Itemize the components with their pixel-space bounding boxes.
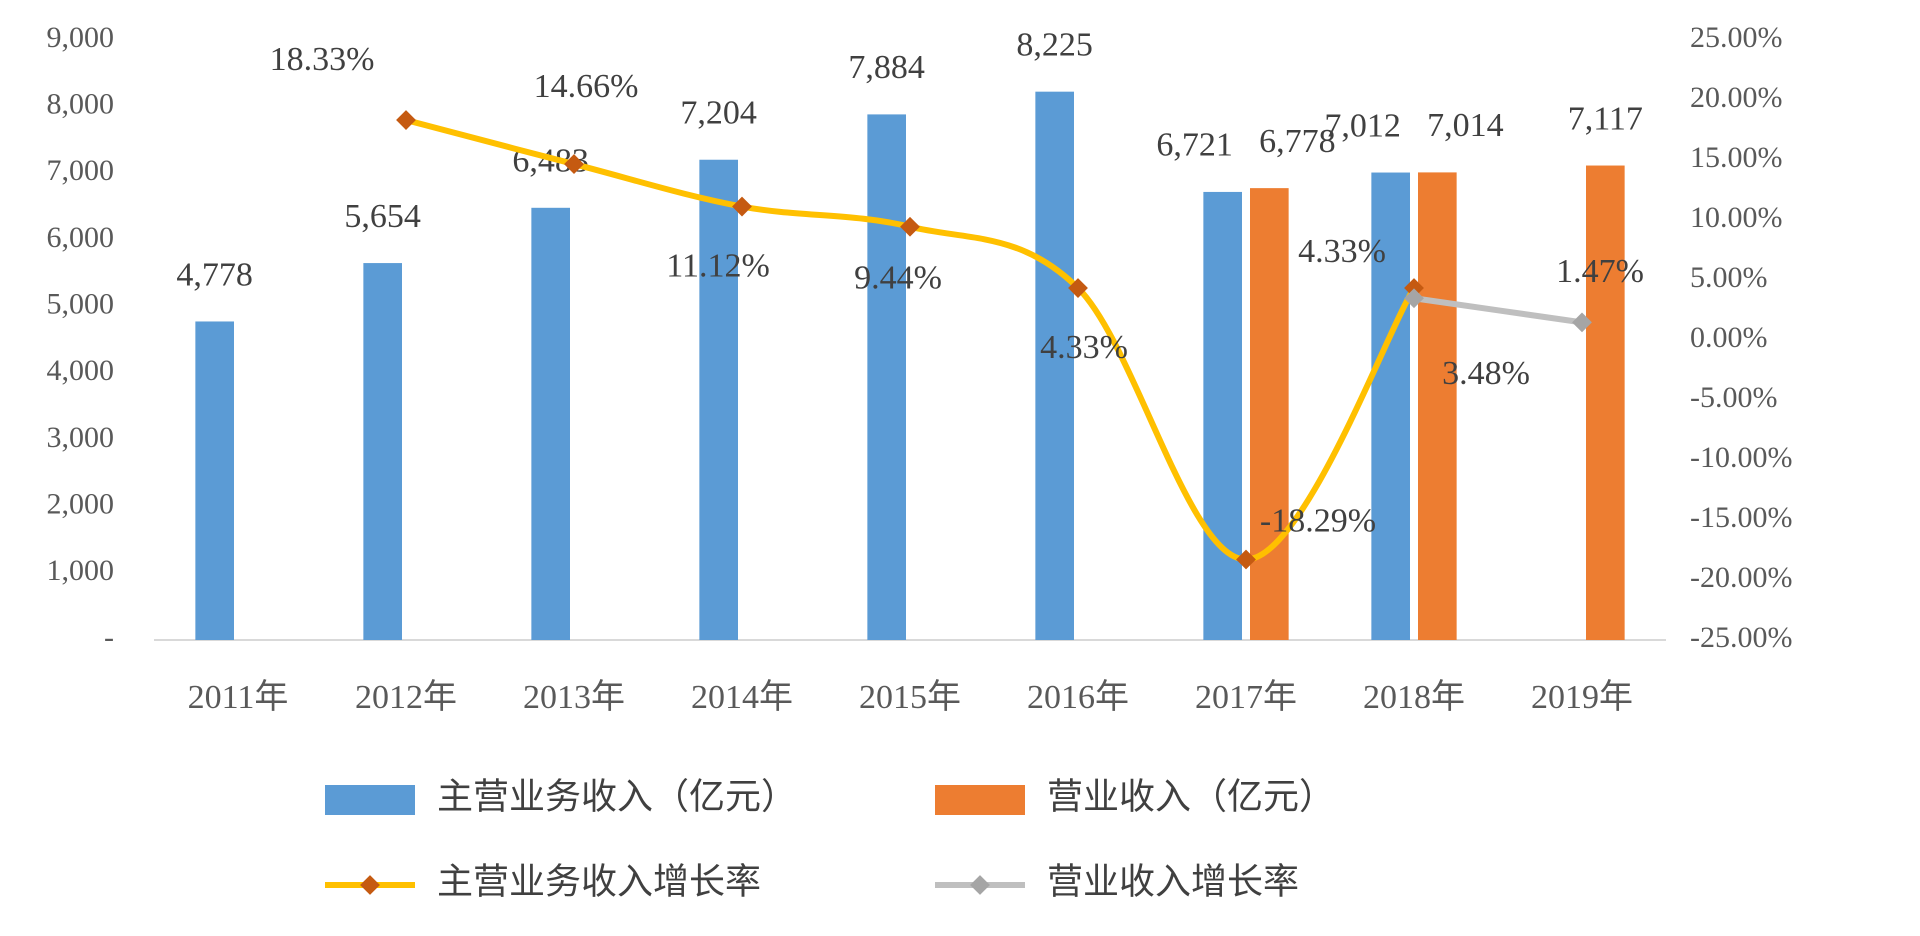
y2-tick-label: -20.00% bbox=[1690, 561, 1792, 594]
value-label: 4.33% bbox=[1040, 329, 1128, 366]
x-tick-label: 2017年 bbox=[1195, 678, 1297, 716]
x-tick-label: 2016年 bbox=[1027, 678, 1129, 716]
legend-label: 营业收入增长率 bbox=[1047, 861, 1299, 901]
y-tick-label: 7,000 bbox=[47, 154, 115, 187]
bar bbox=[1371, 172, 1410, 641]
line-marker bbox=[1404, 278, 1424, 298]
value-label: 1.47% bbox=[1556, 253, 1644, 290]
line-marker bbox=[396, 110, 416, 130]
y-tick-label: 1,000 bbox=[47, 554, 115, 587]
value-label: 7,117 bbox=[1568, 100, 1643, 137]
legend-swatch bbox=[935, 785, 1025, 815]
y-tick-label: 9,000 bbox=[47, 21, 115, 54]
value-label: 3.48% bbox=[1442, 355, 1530, 392]
value-label: 4,778 bbox=[176, 256, 253, 293]
y2-tick-label: 15.00% bbox=[1690, 141, 1783, 174]
y-tick-label: - bbox=[104, 621, 114, 654]
bar bbox=[531, 207, 570, 641]
value-label: 18.33% bbox=[270, 41, 375, 78]
legend-label: 营业收入（亿元） bbox=[1047, 776, 1335, 816]
x-tick-label: 2014年 bbox=[691, 678, 793, 716]
y-tick-label: 2,000 bbox=[47, 488, 115, 521]
value-label: 7,014 bbox=[1427, 107, 1504, 144]
y-tick-label: 5,000 bbox=[47, 288, 115, 321]
x-tick-label: 2018年 bbox=[1363, 678, 1465, 716]
value-label: 14.66% bbox=[534, 68, 639, 105]
line-marker bbox=[1068, 278, 1088, 298]
value-label: 7,204 bbox=[680, 95, 757, 132]
legend-marker bbox=[970, 875, 990, 895]
y-tick-label: 4,000 bbox=[47, 354, 115, 387]
legend-marker bbox=[360, 875, 380, 895]
y2-tick-label: 25.00% bbox=[1690, 21, 1783, 54]
bar bbox=[1250, 188, 1289, 640]
x-tick-label: 2019年 bbox=[1531, 678, 1633, 716]
bar bbox=[699, 159, 738, 640]
line-marker bbox=[1404, 288, 1424, 309]
bar bbox=[867, 114, 906, 640]
y2-tick-label: 0.00% bbox=[1690, 321, 1768, 354]
value-label: 7,884 bbox=[848, 49, 925, 86]
legend-label: 主营业务收入增长率 bbox=[437, 861, 761, 901]
y-tick-label: 8,000 bbox=[47, 88, 115, 121]
y-tick-label: 6,000 bbox=[47, 221, 115, 254]
y2-tick-label: 10.00% bbox=[1690, 201, 1783, 234]
bar bbox=[363, 263, 402, 640]
bar bbox=[1035, 91, 1074, 640]
value-label: 6,778 bbox=[1259, 123, 1336, 160]
x-tick-label: 2015年 bbox=[859, 678, 961, 716]
bar bbox=[1203, 191, 1242, 640]
bar bbox=[195, 321, 234, 640]
y2-tick-label: -15.00% bbox=[1690, 501, 1792, 534]
bar bbox=[1418, 172, 1457, 640]
value-label: 9.44% bbox=[854, 260, 942, 297]
value-label: 5,654 bbox=[344, 198, 421, 235]
value-label: 11.12% bbox=[666, 247, 770, 284]
bar bbox=[1586, 165, 1625, 641]
y2-tick-label: 5.00% bbox=[1690, 261, 1768, 294]
x-tick-label: 2013年 bbox=[523, 678, 625, 716]
line bbox=[405, 117, 1417, 563]
y2-tick-label: 20.00% bbox=[1690, 81, 1783, 114]
y-tick-label: 3,000 bbox=[47, 421, 115, 454]
value-label: -18.29% bbox=[1260, 502, 1376, 539]
line-marker bbox=[1572, 312, 1592, 333]
value-label: 6,721 bbox=[1156, 127, 1233, 164]
legend-label: 主营业务收入（亿元） bbox=[437, 776, 797, 816]
y2-tick-label: -5.00% bbox=[1690, 381, 1777, 414]
y2-tick-label: -10.00% bbox=[1690, 441, 1792, 474]
legend-swatch bbox=[325, 785, 415, 815]
value-label: 4.33% bbox=[1298, 233, 1386, 270]
line-marker bbox=[1236, 549, 1256, 570]
y2-tick-label: -25.00% bbox=[1690, 621, 1792, 654]
x-tick-label: 2012年 bbox=[355, 678, 457, 716]
line bbox=[1413, 295, 1583, 326]
value-label: 7,012 bbox=[1324, 107, 1401, 144]
value-label: 8,225 bbox=[1016, 26, 1093, 63]
x-tick-label: 2011年 bbox=[188, 678, 289, 716]
